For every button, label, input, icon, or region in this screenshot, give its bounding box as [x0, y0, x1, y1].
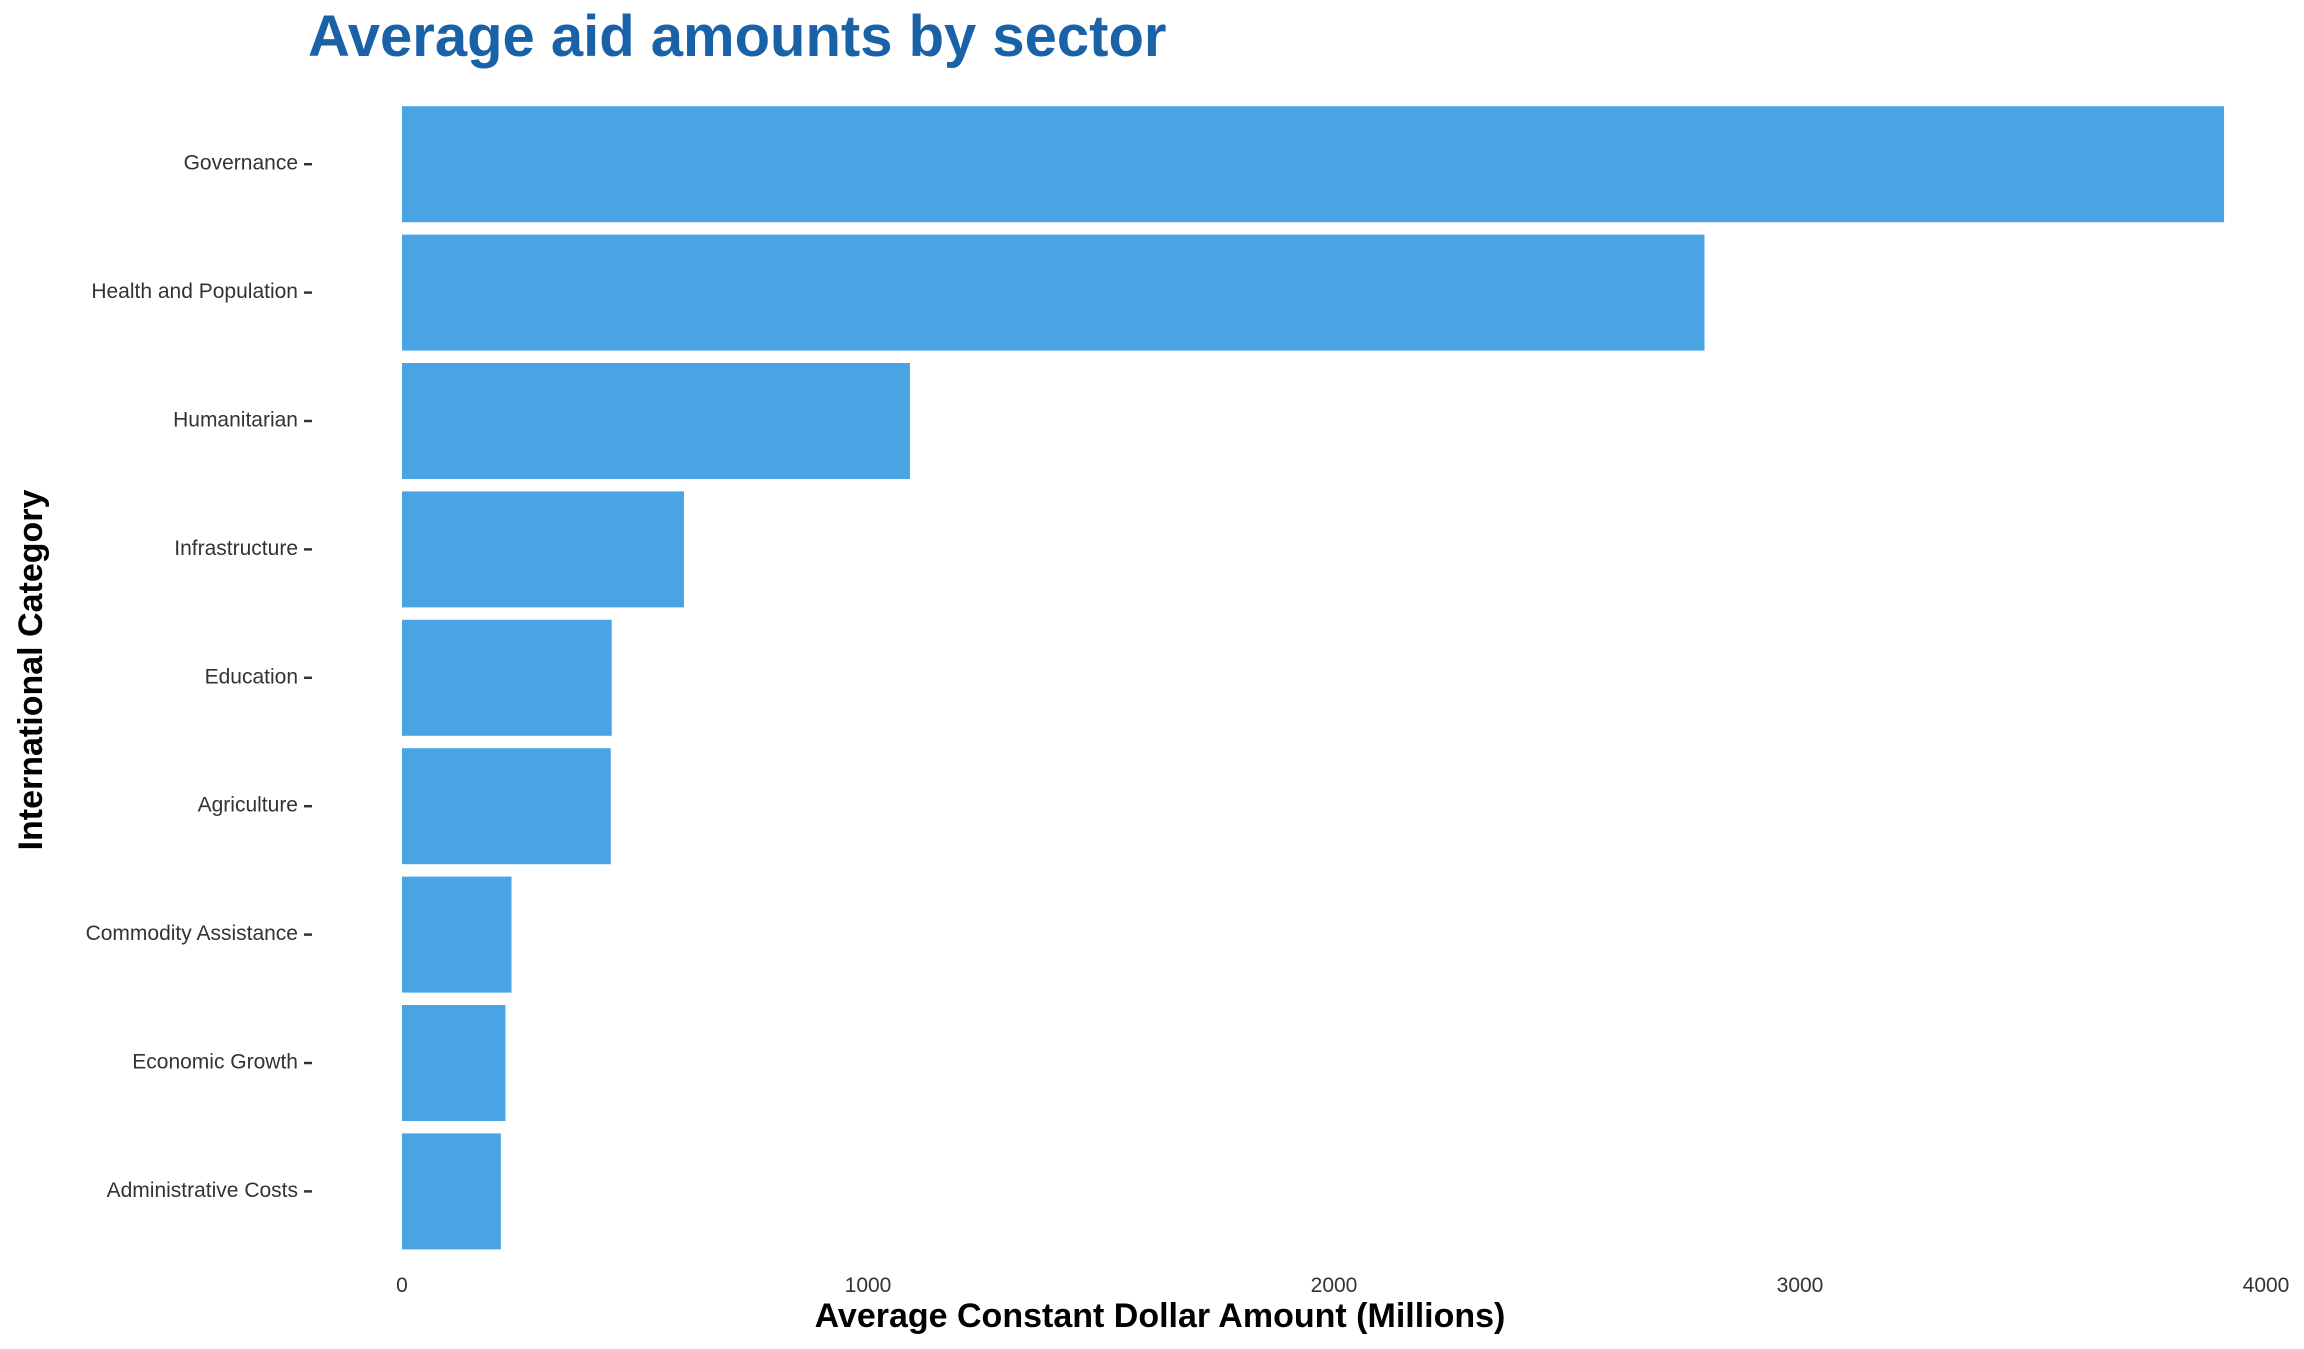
chart-title: Average aid amounts by sector — [308, 4, 1166, 69]
x-tick-label: 2000 — [1311, 1274, 1358, 1297]
x-axis-title: Average Constant Dollar Amount (Millions… — [815, 1297, 1506, 1335]
x-tick-label: 4000 — [2243, 1274, 2290, 1297]
y-tick-label: Economic Growth — [132, 1051, 298, 1074]
bar-health-and-population — [402, 234, 1705, 351]
x-tick-label: 0 — [396, 1274, 408, 1297]
y-tick-label: Education — [205, 665, 298, 688]
bar-infrastructure — [402, 491, 684, 608]
y-tick-label: Humanitarian — [173, 409, 298, 432]
y-tick-label: Commodity Assistance — [86, 922, 298, 945]
bar-humanitarian — [402, 363, 910, 479]
y-tick-label: Governance — [184, 152, 298, 175]
y-tick-label: Health and Population — [91, 280, 298, 303]
bar-commodity-assistance — [402, 876, 512, 993]
x-tick-label: 1000 — [845, 1274, 892, 1297]
y-tick-label: Infrastructure — [174, 537, 298, 560]
bar-education — [402, 619, 612, 736]
bar-administrative-costs — [402, 1133, 501, 1250]
y-tick-label: Administrative Costs — [107, 1179, 298, 1202]
y-axis-title: International Category — [12, 489, 50, 850]
bar-governance — [402, 106, 2225, 223]
bar-economic-growth — [402, 1005, 506, 1121]
bars-layer — [402, 106, 2225, 1250]
bar-agriculture — [402, 748, 611, 865]
y-axis: Governance Health and Population Humanitar… — [86, 152, 312, 1202]
x-tick-label: 3000 — [1777, 1274, 1824, 1297]
x-axis: 0 1000 2000 3000 4000 — [396, 1274, 2289, 1297]
y-tick-label: Agriculture — [198, 794, 298, 817]
